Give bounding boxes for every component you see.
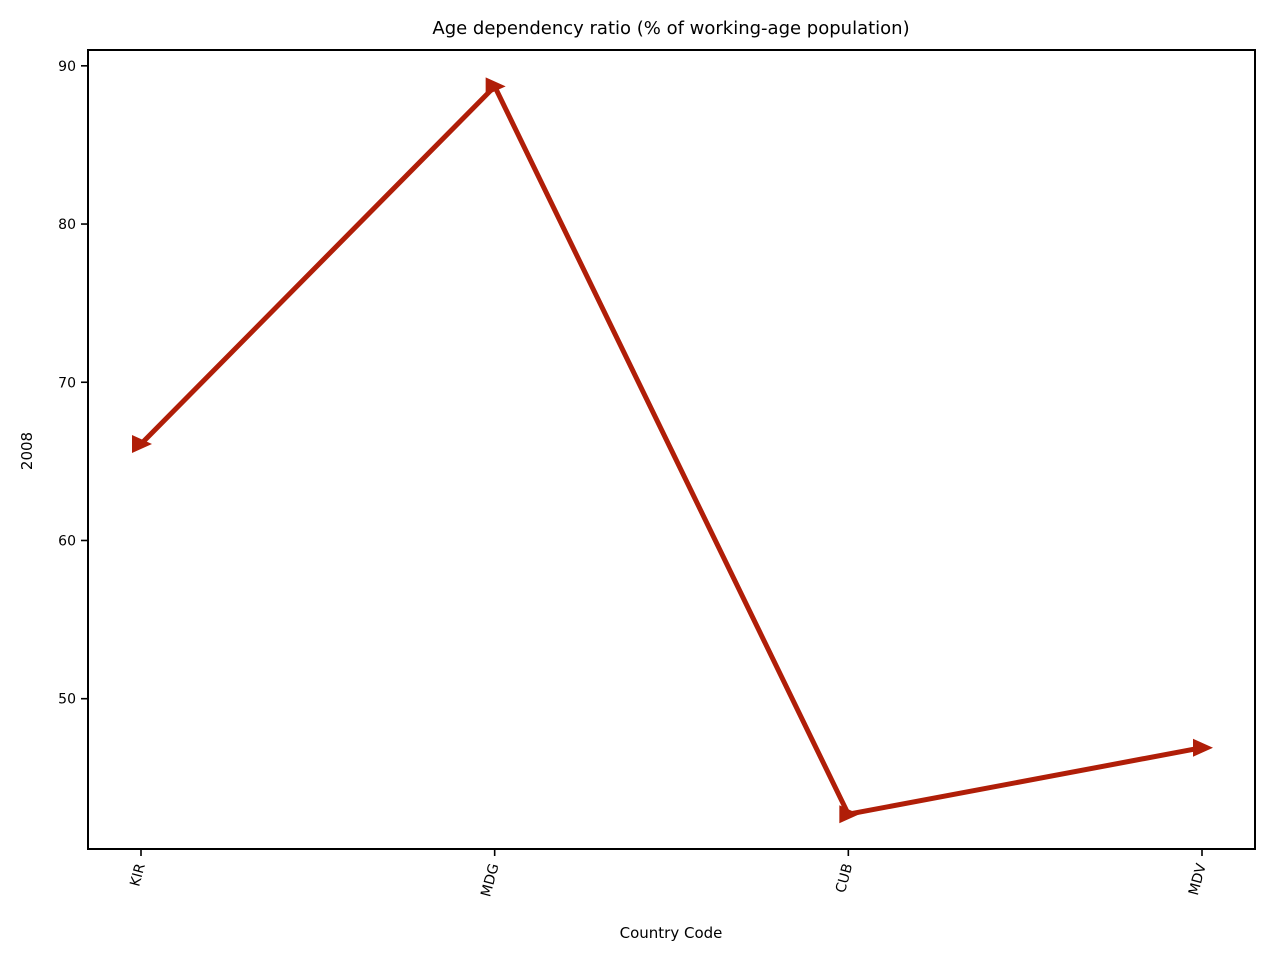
y-axis: 50 60 70 80 90 <box>58 59 88 708</box>
data-point-marker <box>485 77 506 96</box>
data-point-marker <box>132 434 152 453</box>
x-tick-label: MDG <box>478 862 502 899</box>
plot-area <box>87 49 1256 850</box>
axes-frame <box>87 49 1256 850</box>
x-axis: KIR MDG CUB MDV <box>127 849 1210 899</box>
y-tick-label: 60 <box>58 533 76 549</box>
y-tick-label: 80 <box>58 217 76 233</box>
y-tick-label: 90 <box>58 59 76 75</box>
x-tick-label: KIR <box>127 862 148 889</box>
data-point-marker <box>1193 738 1213 757</box>
x-tick-label: CUB <box>833 862 856 895</box>
x-axis-label: Country Code <box>620 924 723 942</box>
series-line <box>139 82 1203 818</box>
y-axis-label: 2008 <box>18 432 36 470</box>
chart-title: Age dependency ratio (% of working-age p… <box>432 18 909 39</box>
y-tick-label: 70 <box>58 375 76 391</box>
x-tick-label: MDV <box>1186 861 1210 897</box>
data-point-marker <box>839 805 860 824</box>
data-layer <box>132 77 1213 824</box>
y-tick-label: 50 <box>58 692 76 708</box>
